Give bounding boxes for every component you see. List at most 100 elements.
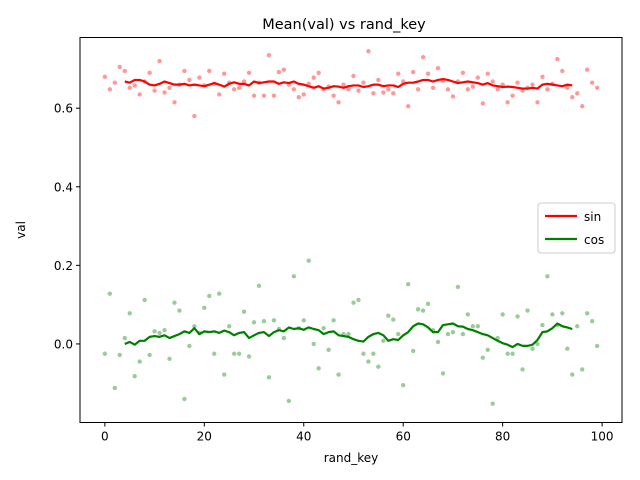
- cos-point: [281, 335, 287, 341]
- cos-point: [361, 351, 366, 356]
- sin-point: [391, 91, 396, 96]
- cos-point: [231, 351, 237, 356]
- cos-point: [465, 312, 471, 317]
- sin-point: [425, 71, 431, 76]
- cos-point: [386, 313, 391, 318]
- sin-point: [371, 91, 376, 96]
- y-tick-label: 0.2: [54, 259, 73, 273]
- cos-point: [475, 324, 480, 329]
- cos-point: [425, 301, 431, 307]
- sin-point: [311, 75, 316, 80]
- sin-point: [470, 84, 476, 89]
- sin-point: [117, 64, 122, 70]
- sin-point: [420, 54, 426, 60]
- sin-point: [341, 82, 346, 87]
- sin-point: [271, 93, 277, 98]
- sin-point: [545, 87, 550, 92]
- cos-point: [301, 318, 306, 323]
- sin-point: [356, 88, 361, 93]
- sin-point: [594, 85, 600, 90]
- sin-point: [102, 74, 108, 79]
- cos-point: [520, 367, 525, 372]
- cos-point: [137, 359, 142, 364]
- cos-point: [550, 312, 555, 317]
- sin-point: [505, 100, 510, 105]
- sin-point: [107, 87, 113, 92]
- cos-point: [480, 355, 485, 360]
- sin-point: [405, 104, 411, 109]
- cos-point: [405, 282, 411, 287]
- cos-point: [167, 356, 172, 362]
- sin-point: [147, 70, 152, 76]
- cos-point: [445, 331, 451, 337]
- cos-point: [241, 309, 247, 314]
- cos-point: [321, 326, 326, 331]
- cos-point: [356, 297, 361, 303]
- y-tick-label: 0.4: [54, 180, 73, 194]
- cos-point: [510, 351, 515, 356]
- sin-point: [281, 67, 287, 72]
- cos-point: [440, 371, 446, 376]
- sin-point: [172, 100, 177, 105]
- cos-point: [222, 372, 227, 377]
- cos-point: [311, 341, 316, 347]
- cos-point: [500, 312, 505, 317]
- cos-point: [217, 291, 222, 296]
- sin-point: [301, 92, 306, 97]
- sin-point: [435, 65, 441, 71]
- cos-point: [381, 338, 386, 343]
- sin-point: [540, 74, 545, 79]
- sin-point: [445, 87, 451, 92]
- sin-point: [236, 85, 242, 90]
- cos-point: [207, 293, 212, 299]
- sin-point: [197, 75, 202, 80]
- sin-point: [381, 90, 386, 95]
- cos-point: [291, 274, 297, 279]
- cos-point: [580, 367, 585, 372]
- cos-point: [112, 385, 118, 391]
- cos-point: [142, 297, 147, 303]
- sin-point: [490, 79, 495, 84]
- sin-point: [127, 85, 132, 90]
- sin-point: [331, 93, 336, 98]
- sin-point: [555, 56, 560, 62]
- sin-point: [137, 92, 142, 97]
- sin-point: [570, 95, 575, 100]
- sin-point: [376, 77, 381, 83]
- cos-point: [565, 346, 570, 351]
- cos-point: [286, 398, 292, 404]
- sin-point: [410, 69, 416, 75]
- sin-point: [351, 73, 356, 79]
- legend-label-sin: sin: [584, 210, 601, 224]
- sin-point: [182, 68, 187, 74]
- cos-point: [570, 372, 575, 377]
- cos-point: [435, 339, 441, 345]
- cos-point: [331, 318, 336, 323]
- sin-point: [396, 71, 401, 76]
- x-tick-label: 100: [591, 430, 614, 444]
- x-axis-label: rand_key: [324, 451, 379, 465]
- legend: sin cos: [537, 202, 616, 254]
- cos-point: [102, 351, 108, 356]
- sin-point: [192, 113, 197, 119]
- sin-point: [241, 79, 247, 84]
- sin-point: [495, 87, 500, 92]
- cos-point: [182, 396, 187, 402]
- cos-point: [172, 300, 177, 305]
- cos-point: [316, 366, 321, 371]
- cos-point: [147, 352, 152, 358]
- sin-point: [584, 67, 590, 72]
- x-tick-label: 20: [197, 430, 212, 444]
- sin-point: [187, 77, 192, 83]
- cos-point: [535, 341, 540, 347]
- cos-point: [246, 354, 252, 359]
- sin-point: [589, 80, 595, 85]
- cos-point: [177, 308, 182, 313]
- cos-point: [470, 324, 476, 329]
- sin-point: [246, 70, 252, 76]
- cos-point: [162, 327, 167, 333]
- sin-point: [475, 75, 480, 80]
- y-axis-label: val: [14, 221, 28, 239]
- sin-point: [112, 80, 118, 85]
